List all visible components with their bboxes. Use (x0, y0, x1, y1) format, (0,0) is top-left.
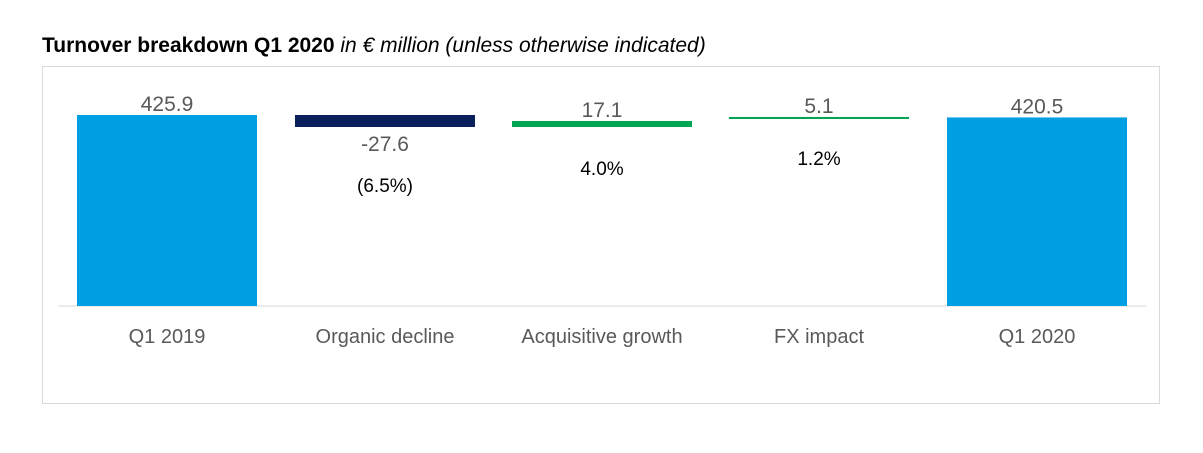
chart-title-unit: in € million (unless otherwise indicated… (340, 34, 706, 57)
percent-label-1: (6.5%) (357, 176, 413, 197)
category-label-3: FX impact (774, 326, 864, 348)
chart-frame (42, 66, 1160, 404)
value-label-3: 5.1 (804, 95, 833, 118)
bar-1 (295, 115, 475, 127)
value-label-0: 425.9 (141, 93, 194, 116)
chart-title: Turnover breakdown Q1 2020 in € million … (42, 34, 706, 58)
chart-title-main: Turnover breakdown Q1 2020 (42, 34, 335, 57)
value-label-2: 17.1 (582, 99, 623, 122)
value-label-4: 420.5 (1011, 95, 1064, 118)
value-label-1: -27.6 (361, 133, 409, 156)
percent-label-3: 1.2% (797, 149, 840, 170)
bar-4 (947, 117, 1127, 306)
bar-2 (512, 121, 692, 127)
bar-0 (77, 115, 257, 306)
category-label-4: Q1 2020 (999, 326, 1076, 348)
percent-label-2: 4.0% (580, 159, 623, 180)
bar-3 (729, 117, 909, 119)
category-label-1: Organic decline (316, 326, 455, 348)
category-label-0: Q1 2019 (129, 326, 206, 348)
category-label-2: Acquisitive growth (521, 326, 682, 348)
